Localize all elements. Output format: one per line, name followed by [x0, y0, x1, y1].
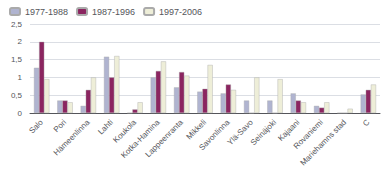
svg-text:Lappeenranta: Lappeenranta: [144, 117, 186, 159]
svg-text:1: 1: [18, 73, 23, 82]
svg-text:Kajaani: Kajaani: [276, 117, 302, 143]
svg-text:Koukola: Koukola: [111, 117, 139, 145]
svg-text:2,5: 2,5: [11, 20, 23, 29]
svg-text:Lahti: Lahti: [96, 118, 115, 137]
svg-text:C: C: [361, 118, 372, 129]
svg-text:Kotka-Hamina: Kotka-Hamina: [119, 117, 162, 160]
svg-text:Ylä-Savo: Ylä-Savo: [225, 117, 255, 148]
svg-text:0,5: 0,5: [11, 91, 23, 100]
svg-text:Pori: Pori: [52, 118, 69, 135]
svg-text:Salo: Salo: [27, 117, 45, 135]
svg-text:Rovaniemi: Rovaniemi: [291, 117, 325, 151]
svg-text:Hämeenlinna: Hämeenlinna: [52, 117, 92, 157]
svg-text:Mikkeli: Mikkeli: [184, 117, 209, 142]
svg-text:1997-2006: 1997-2006: [159, 7, 202, 17]
svg-text:2: 2: [18, 37, 23, 46]
svg-text:1,5: 1,5: [11, 55, 23, 64]
svg-text:0: 0: [18, 109, 23, 118]
svg-text:Seinäjoki: Seinäjoki: [249, 118, 278, 147]
svg-text:Mariehamns stad: Mariehamns stad: [299, 118, 349, 168]
svg-text:1987-1996: 1987-1996: [92, 7, 135, 17]
svg-text:1977-1988: 1977-1988: [25, 7, 68, 17]
svg-text:Savonlinna: Savonlinna: [197, 117, 232, 152]
